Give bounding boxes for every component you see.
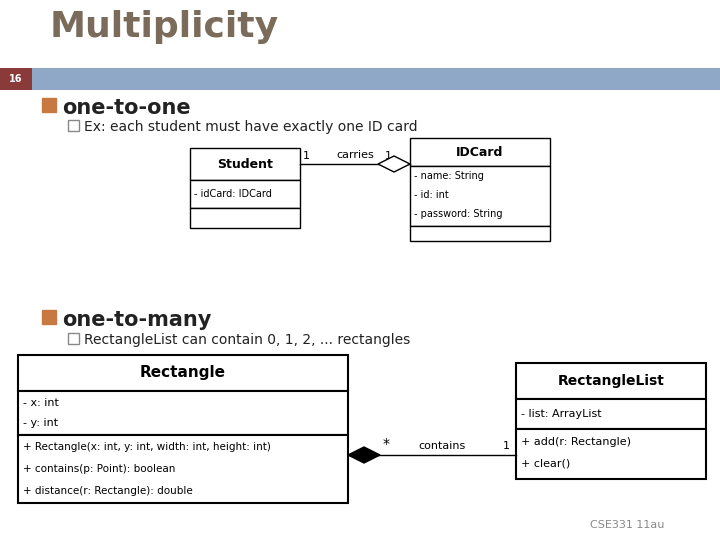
Text: 1: 1 bbox=[503, 441, 510, 451]
Text: - list: ArrayList: - list: ArrayList bbox=[521, 409, 602, 419]
Text: - x: int: - x: int bbox=[23, 398, 59, 408]
Text: - password: String: - password: String bbox=[414, 209, 503, 219]
FancyBboxPatch shape bbox=[410, 166, 550, 226]
FancyBboxPatch shape bbox=[516, 429, 706, 479]
Polygon shape bbox=[348, 447, 380, 463]
Text: - idCard: IDCard: - idCard: IDCard bbox=[194, 189, 272, 199]
FancyBboxPatch shape bbox=[410, 138, 550, 166]
Text: RectangleList can contain 0, 1, 2, ... rectangles: RectangleList can contain 0, 1, 2, ... r… bbox=[84, 333, 410, 347]
Text: one-to-one: one-to-one bbox=[62, 98, 191, 118]
FancyBboxPatch shape bbox=[0, 68, 32, 90]
FancyBboxPatch shape bbox=[190, 148, 300, 180]
FancyBboxPatch shape bbox=[410, 226, 550, 241]
Text: Multiplicity: Multiplicity bbox=[50, 10, 279, 44]
Text: + Rectangle(x: int, y: int, width: int, height: int): + Rectangle(x: int, y: int, width: int, … bbox=[23, 442, 271, 452]
FancyBboxPatch shape bbox=[0, 68, 720, 90]
Text: - name: String: - name: String bbox=[414, 171, 484, 181]
FancyBboxPatch shape bbox=[42, 310, 56, 324]
FancyBboxPatch shape bbox=[190, 180, 300, 208]
FancyBboxPatch shape bbox=[190, 208, 300, 228]
Text: Rectangle: Rectangle bbox=[140, 366, 226, 381]
Text: - id: int: - id: int bbox=[414, 190, 449, 200]
Text: Student: Student bbox=[217, 158, 273, 171]
Text: - y: int: - y: int bbox=[23, 418, 58, 428]
Text: *: * bbox=[383, 437, 390, 451]
Text: 16: 16 bbox=[9, 74, 23, 84]
Text: 1: 1 bbox=[385, 151, 392, 161]
FancyBboxPatch shape bbox=[516, 399, 706, 429]
Text: 1: 1 bbox=[303, 151, 310, 161]
FancyBboxPatch shape bbox=[68, 333, 79, 344]
FancyBboxPatch shape bbox=[68, 120, 79, 131]
Text: CSE331 11au: CSE331 11au bbox=[590, 520, 665, 530]
FancyBboxPatch shape bbox=[18, 355, 348, 391]
FancyBboxPatch shape bbox=[516, 363, 706, 399]
Text: + clear(): + clear() bbox=[521, 459, 570, 469]
Text: one-to-many: one-to-many bbox=[62, 310, 212, 330]
FancyBboxPatch shape bbox=[18, 391, 348, 435]
Text: + distance(r: Rectangle): double: + distance(r: Rectangle): double bbox=[23, 486, 193, 496]
Text: RectangleList: RectangleList bbox=[557, 374, 665, 388]
FancyBboxPatch shape bbox=[42, 98, 56, 112]
Text: Ex: each student must have exactly one ID card: Ex: each student must have exactly one I… bbox=[84, 120, 418, 134]
Text: + add(r: Rectangle): + add(r: Rectangle) bbox=[521, 437, 631, 447]
FancyBboxPatch shape bbox=[18, 435, 348, 503]
Polygon shape bbox=[378, 156, 410, 172]
Text: IDCard: IDCard bbox=[456, 145, 504, 159]
Text: carries: carries bbox=[336, 150, 374, 160]
Text: + contains(p: Point): boolean: + contains(p: Point): boolean bbox=[23, 464, 176, 474]
Text: contains: contains bbox=[418, 441, 466, 451]
